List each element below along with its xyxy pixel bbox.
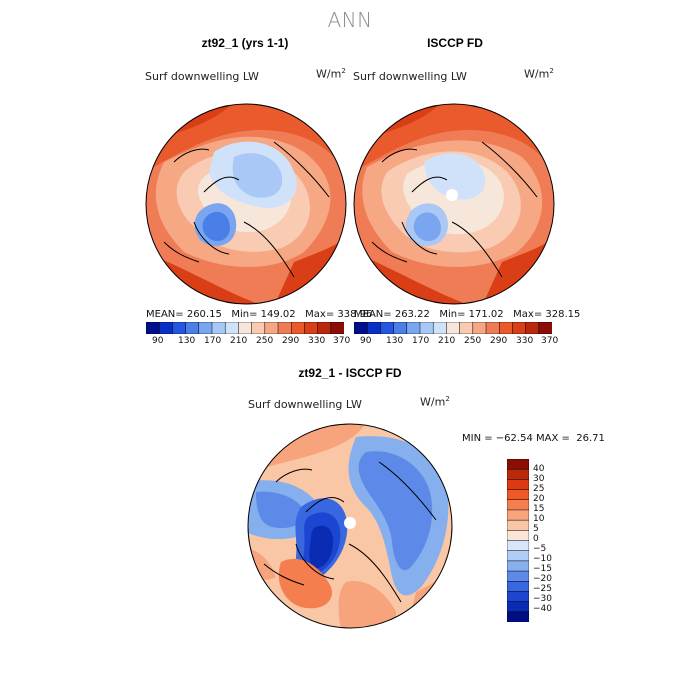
colorbar-swatch (507, 519, 529, 531)
cb3-tick: 15 (533, 504, 545, 514)
colorbar-swatch (485, 322, 500, 334)
colorbar-swatch (211, 322, 226, 334)
panel-1-colorbar (146, 322, 344, 334)
colorbar-swatch (158, 322, 173, 334)
cb2-tick: 210 (438, 336, 456, 346)
colorbar-swatch (146, 322, 160, 334)
colorbar-swatch (277, 322, 292, 334)
cb3-tick: −15 (533, 564, 552, 574)
cb3-tick: −25 (533, 584, 552, 594)
colorbar-swatch (507, 560, 529, 572)
page-title: ANN (327, 8, 373, 32)
colorbar-swatch (432, 322, 447, 334)
panel-2-stats: MEAN= 263.22 Min= 171.02 Max= 328.15 (354, 309, 581, 320)
panel-3-title: zt92_1 - ISCCP FD (298, 366, 402, 380)
colorbar-swatch (406, 322, 421, 334)
panel-1-variable: Surf downwelling LW (145, 70, 259, 83)
panel-3-units: W/m2 (420, 395, 450, 409)
cb3-tick: 40 (533, 464, 545, 474)
colorbar-swatch (185, 322, 200, 334)
cb3-tick: −40 (533, 604, 552, 614)
cb3-tick: −20 (533, 574, 552, 584)
cb1-tick: 330 (308, 336, 326, 346)
panel-3-map (247, 423, 453, 629)
colorbar-swatch (507, 550, 529, 562)
panel-1-title: zt92_1 (yrs 1-1) (201, 36, 289, 50)
colorbar-swatch (507, 479, 529, 491)
colorbar-swatch (507, 591, 529, 603)
cb2-tick: 370 (541, 336, 559, 346)
panel-3-colorbar-labels: 40 30 25 20 15 10 5 0 −5 −10 −15 −20 −25… (533, 459, 573, 624)
cb3-tick: −10 (533, 554, 552, 564)
cb3-tick: 10 (533, 514, 545, 524)
colorbar-swatch (172, 322, 187, 334)
panel-1-units: W/m2 (316, 67, 346, 81)
colorbar-swatch (251, 322, 266, 334)
panel-2-variable: Surf downwelling LW (353, 70, 467, 83)
colorbar-swatch (507, 468, 529, 480)
colorbar-swatch (507, 540, 529, 552)
cb3-tick: 25 (533, 484, 545, 494)
colorbar-swatch (507, 489, 529, 501)
panel-1-colorbar-labels: 90 130 170 210 250 290 330 370 (146, 336, 350, 348)
colorbar-swatch (419, 322, 434, 334)
colorbar-swatch (507, 601, 529, 613)
colorbar-swatch (507, 611, 529, 622)
colorbar-swatch (224, 322, 239, 334)
colorbar-swatch (238, 322, 253, 334)
colorbar-swatch (446, 322, 461, 334)
colorbar-swatch (507, 570, 529, 582)
colorbar-swatch (538, 322, 552, 334)
colorbar-swatch (507, 459, 529, 470)
cb1-tick: 370 (333, 336, 351, 346)
cb1-tick: 130 (178, 336, 196, 346)
panel-2-title: ISCCP FD (427, 36, 483, 50)
panel-1-map (145, 103, 347, 305)
cb1-tick: 210 (230, 336, 248, 346)
cb2-tick: 90 (360, 336, 372, 346)
colorbar-swatch (366, 322, 381, 334)
colorbar-swatch (330, 322, 344, 334)
cb1-tick: 290 (282, 336, 300, 346)
panel-2-colorbar (354, 322, 552, 334)
cb2-tick: 130 (386, 336, 404, 346)
colorbar-swatch (498, 322, 513, 334)
colorbar-swatch (380, 322, 395, 334)
cb1-tick: 90 (152, 336, 164, 346)
panel-3-stats: MIN = −62.54 MAX = 26.71 (462, 433, 605, 444)
colorbar-swatch (393, 322, 408, 334)
panel-3-variable: Surf downwelling LW (248, 398, 362, 411)
colorbar-swatch (507, 499, 529, 511)
cb3-tick: 0 (533, 534, 539, 544)
cb2-tick: 250 (464, 336, 482, 346)
cb2-tick: 170 (412, 336, 430, 346)
panel-2-map (353, 103, 555, 305)
colorbar-swatch (317, 322, 332, 334)
colorbar-swatch (507, 509, 529, 521)
colorbar-swatch (198, 322, 213, 334)
cb3-tick: −30 (533, 594, 552, 604)
panel-3-colorbar (507, 459, 529, 622)
colorbar-swatch (354, 322, 368, 334)
panel-1-stats: MEAN= 260.15 Min= 149.02 Max= 338.96 (146, 309, 373, 320)
cb3-tick: 5 (533, 524, 539, 534)
colorbar-swatch (507, 581, 529, 592)
cb3-tick: 30 (533, 474, 545, 484)
cb3-tick: −5 (533, 544, 547, 554)
panel-2-colorbar-labels: 90 130 170 210 250 290 330 370 (354, 336, 558, 348)
colorbar-swatch (507, 530, 529, 542)
cb2-tick: 290 (490, 336, 508, 346)
colorbar-swatch (304, 322, 319, 334)
panel-2-units: W/m2 (524, 67, 554, 81)
cb1-tick: 250 (256, 336, 274, 346)
colorbar-swatch (472, 322, 487, 334)
colorbar-swatch (459, 322, 474, 334)
cb3-tick: 20 (533, 494, 545, 504)
colorbar-swatch (264, 322, 279, 334)
cb2-tick: 330 (516, 336, 534, 346)
colorbar-swatch (512, 322, 527, 334)
colorbar-swatch (525, 322, 540, 334)
cb1-tick: 170 (204, 336, 222, 346)
colorbar-swatch (290, 322, 305, 334)
